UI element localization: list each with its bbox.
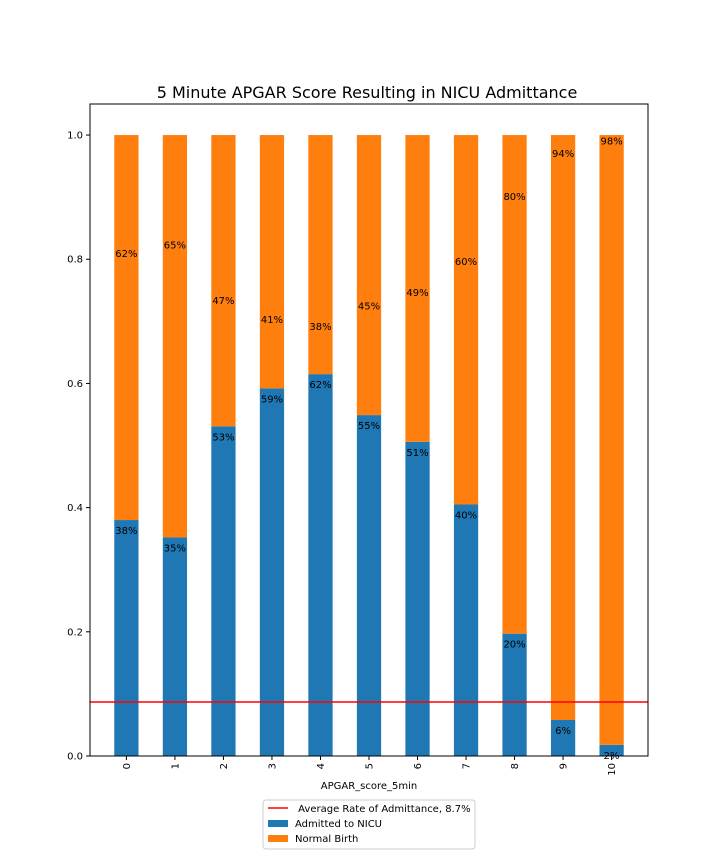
legend-label-admitted: Admitted to NICU: [295, 819, 382, 830]
x-tick-label: 0: [122, 763, 133, 769]
legend-swatch-admitted: [268, 820, 288, 827]
data-label-admitted-2: 53%: [212, 432, 234, 443]
data-label-admitted-9: 6%: [555, 726, 571, 737]
x-axis-label: APGAR_score_5min: [321, 781, 418, 792]
data-label-normal-8: 80%: [503, 192, 525, 203]
x-tick-label: 7: [462, 763, 473, 769]
bar-admitted-3: [259, 388, 285, 756]
bar-normal-2: [211, 135, 236, 427]
data-label-admitted-6: 51%: [406, 448, 428, 459]
data-label-admitted-8: 20%: [503, 640, 525, 651]
data-label-admitted-7: 40%: [455, 511, 477, 522]
bar-normal-3: [259, 135, 285, 389]
data-label-normal-6: 49%: [406, 288, 428, 299]
data-label-admitted-3: 59%: [261, 394, 283, 405]
bar-normal-8: [502, 135, 527, 634]
x-tick-label: 10: [607, 763, 618, 776]
x-tick-label: 4: [316, 763, 327, 769]
legend-label-reference-line: Average Rate of Admittance, 8.7%: [295, 804, 471, 815]
data-label-normal-1: 65%: [164, 240, 186, 251]
legend-swatch-normal: [268, 835, 288, 842]
bar-admitted-7: [453, 504, 479, 756]
bar-normal-0: [114, 135, 139, 521]
data-label-normal-5: 45%: [358, 301, 380, 312]
chart-title: 5 Minute APGAR Score Resulting in NICU A…: [157, 83, 578, 102]
bar-normal-4: [308, 135, 333, 375]
y-tick-label: 0.0: [67, 752, 83, 763]
x-tick-label: 5: [365, 763, 376, 769]
data-label-normal-10: 98%: [600, 137, 622, 148]
x-tick-label: 8: [510, 763, 521, 769]
x-tick-label: 1: [170, 763, 181, 769]
bar-admitted-0: [114, 520, 139, 756]
bar-normal-1: [162, 135, 188, 538]
y-tick-label: 0.4: [67, 503, 83, 514]
bar-admitted-5: [356, 415, 382, 756]
data-label-normal-2: 47%: [212, 296, 234, 307]
bar-normal-5: [356, 135, 382, 416]
bar-normal-10: [599, 135, 624, 745]
bar-normal-6: [405, 135, 430, 442]
y-tick-label: 0.6: [67, 379, 83, 390]
bar-admitted-1: [162, 537, 188, 756]
y-tick-label: 0.8: [67, 255, 83, 266]
y-tick-label: 1.0: [67, 131, 83, 142]
x-tick-label: 2: [219, 763, 230, 769]
bar-admitted-8: [502, 633, 527, 756]
legend: Average Rate of Admittance, 8.7% Admitte…: [262, 799, 476, 850]
x-axis: 0 1 2 3 4 5 6 7 8 9 10: [122, 756, 618, 776]
x-tick-label: 9: [559, 763, 570, 769]
bar-admitted-6: [405, 441, 430, 756]
bar-admitted-10: [599, 744, 624, 756]
x-tick-label: 6: [413, 763, 424, 769]
data-label-normal-3: 41%: [261, 315, 283, 326]
bars-group: [114, 135, 624, 756]
data-label-admitted-1: 35%: [164, 543, 186, 554]
bar-admitted-2: [211, 426, 236, 756]
x-tick-label: 3: [267, 763, 278, 769]
data-label-normal-0: 62%: [115, 249, 137, 260]
legend-label-normal: Normal Birth: [295, 834, 358, 845]
data-label-admitted-0: 38%: [115, 526, 137, 537]
bar-admitted-4: [308, 374, 333, 756]
data-labels-group: 38% 62% 35% 65% 53% 47% 59% 41% 62% 38% 55% 45% 51% 4…: [115, 137, 622, 762]
data-label-normal-7: 60%: [455, 257, 477, 268]
data-label-normal-9: 94%: [552, 149, 574, 160]
data-label-admitted-5: 55%: [358, 421, 380, 432]
legend-frame: [262, 799, 476, 850]
bar-admitted-9: [550, 719, 576, 756]
data-label-admitted-4: 62%: [309, 380, 331, 391]
bar-normal-9: [550, 135, 576, 720]
data-label-normal-4: 38%: [309, 322, 331, 333]
y-axis: 0.0 0.2 0.4 0.6 0.8 1.0: [67, 131, 90, 763]
y-tick-label: 0.2: [67, 627, 83, 638]
bar-normal-7: [453, 135, 479, 505]
